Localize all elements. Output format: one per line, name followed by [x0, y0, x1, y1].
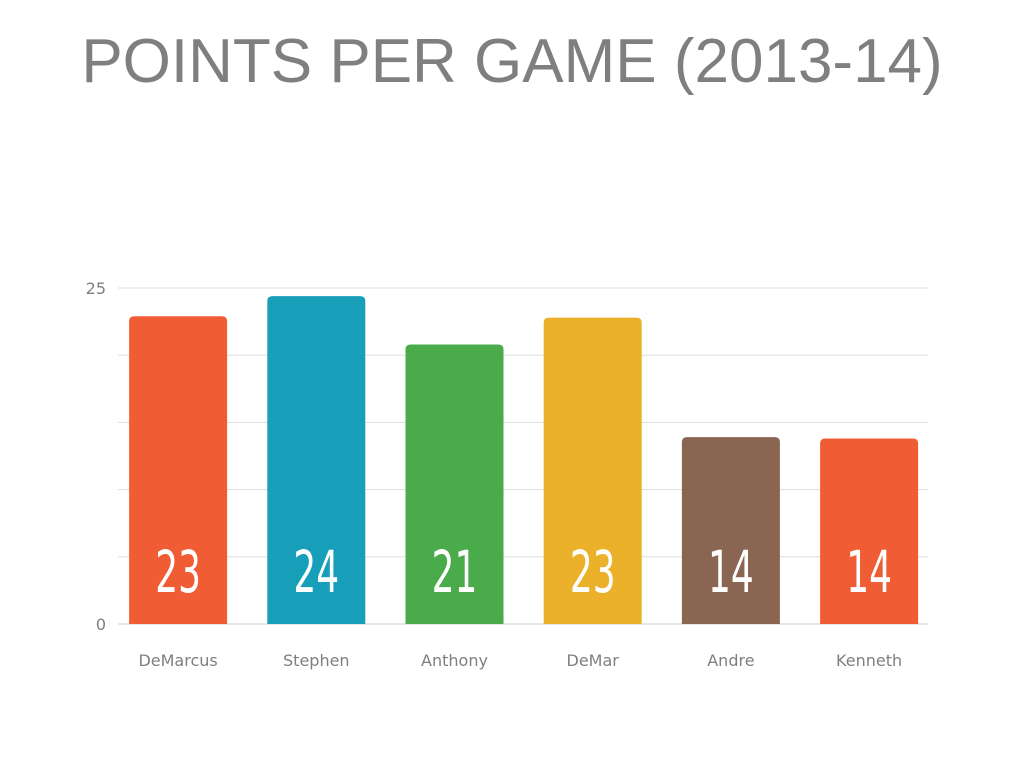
chart-title: POINTS PER GAME (2013-14)	[81, 27, 943, 96]
bar	[820, 438, 919, 624]
category-label: Stephen	[283, 651, 350, 670]
data-label: 21	[432, 539, 478, 606]
category-label: DeMar	[567, 651, 620, 670]
category-label: Anthony	[421, 651, 488, 670]
y-tick-label: 25	[86, 279, 106, 298]
bar	[267, 296, 366, 624]
data-label: 24	[293, 539, 339, 606]
category-label: DeMarcus	[138, 651, 217, 670]
y-tick-label: 0	[96, 615, 106, 634]
category-label: Kenneth	[836, 651, 902, 670]
bar	[405, 344, 504, 624]
bar	[543, 317, 642, 624]
bar	[681, 437, 780, 624]
category-label: Andre	[707, 651, 754, 670]
data-label: 14	[708, 539, 754, 606]
data-label: 23	[155, 539, 201, 606]
bar	[129, 316, 228, 624]
data-label: 14	[846, 539, 892, 606]
data-label: 23	[570, 539, 616, 606]
